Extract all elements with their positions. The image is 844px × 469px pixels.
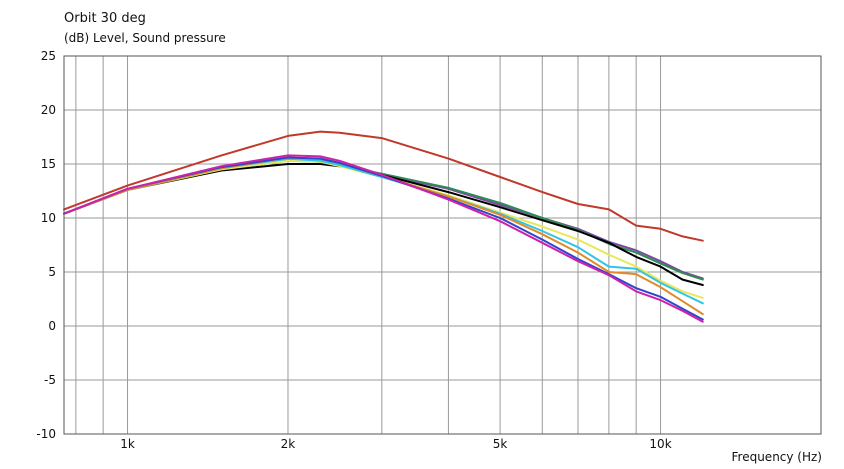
y-tick-label: 15 [41,157,56,171]
y-axis-label: (dB) Level, Sound pressure [64,31,226,45]
y-tick-label: 25 [41,49,56,63]
series-line-5 [63,159,704,299]
plot-frame [63,55,822,435]
series-line-8 [63,156,704,321]
plot-background [64,56,821,434]
y-tick-label: -10 [36,427,56,441]
series-line-9 [63,154,704,323]
x-axis-label: Frequency (Hz) [731,450,823,464]
series-line-4 [63,163,704,286]
series-line-1 [63,130,704,242]
y-tick-label: 10 [41,211,56,225]
y-tick-label: -5 [44,373,56,387]
y-tick-label: 20 [41,103,56,117]
x-tick-label: 5k [493,437,508,451]
chart-title: Orbit 30 deg [64,11,146,26]
x-tick-label: 2k [281,437,296,451]
x-tick-label: 10k [649,437,671,451]
x-tick-label: 1k [120,437,135,451]
y-tick-label: 0 [48,319,56,333]
y-tick-label: 5 [48,265,56,279]
